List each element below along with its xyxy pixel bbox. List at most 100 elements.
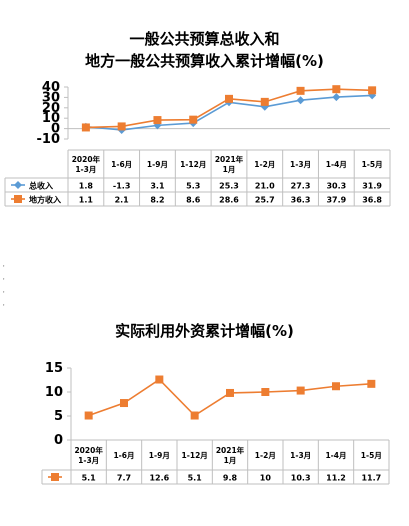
data-point: [296, 86, 305, 95]
stray-marks: ' ' ' ': [3, 262, 5, 314]
x-tick-label: 2020年: [72, 154, 101, 164]
y-tick-label: 15: [45, 361, 63, 376]
y-tick-label: 0: [51, 122, 60, 137]
data-point: [84, 411, 93, 420]
data-point: [225, 94, 233, 103]
data-point: [14, 181, 22, 189]
data-point: [120, 399, 128, 408]
data-label: 30.3: [326, 182, 346, 191]
data-point: [117, 122, 126, 131]
legend-label: 地方收入: [29, 195, 61, 205]
revenue-growth-chart: 一般公共预算总收入和 地方一般公共预算收入累计增幅(%) -10 0 10 20 30 40…: [0, 0, 409, 240]
y-tick-label: -10: [37, 132, 61, 147]
data-label: 7.7: [117, 474, 131, 483]
stray-mark: ': [3, 303, 5, 312]
data-label: 3.1: [150, 182, 165, 191]
data-label: 5.3: [186, 182, 200, 191]
legend-label: 总收入: [29, 181, 53, 191]
data-point: [226, 388, 234, 397]
series-square: [81, 85, 377, 132]
y-tick-label: 30: [42, 90, 60, 105]
data-label: 11.2: [326, 474, 346, 483]
x-tick-label: 1-6月: [111, 160, 132, 169]
x-tick-label: 1-12月: [180, 160, 206, 169]
chart-title: 实际利用外资累计增幅(%): [115, 322, 294, 340]
data-label: 36.8: [362, 196, 382, 205]
data-label: 36.3: [291, 196, 311, 205]
data-point: [261, 388, 270, 396]
data-point: [368, 86, 377, 95]
y-tick-label: 10: [45, 385, 63, 400]
x-tick-label: 2020年: [74, 445, 103, 455]
data-label: 2.1: [115, 196, 130, 205]
y-tick-label: 20: [42, 101, 60, 116]
data-label: 10.3: [291, 474, 311, 483]
x-tick-label: 1月: [224, 456, 237, 465]
x-tick-label: 1-3月: [290, 451, 311, 460]
data-point: [190, 411, 199, 420]
x-tick-label: 1-6月: [113, 451, 134, 460]
data-label: 5.1: [82, 474, 97, 483]
x-tick-label: 2021年: [215, 154, 244, 164]
data-label: 11.7: [361, 474, 381, 483]
data-label: 9.8: [223, 474, 238, 483]
data-label: 8.2: [150, 196, 164, 205]
data-label: 12.6: [149, 474, 169, 483]
data-label: 10: [260, 474, 272, 483]
data-point: [153, 116, 162, 125]
x-tick-label: 1-2月: [254, 160, 275, 169]
data-point: [260, 97, 269, 106]
y-tick-label: 0: [54, 433, 63, 448]
data-point: [332, 85, 341, 94]
x-tick-label: 1-9月: [149, 451, 170, 460]
data-label: 5.1: [188, 474, 203, 483]
stray-mark: ': [3, 264, 5, 273]
x-tick-label: 1-4月: [325, 451, 346, 460]
data-point: [367, 379, 376, 388]
data-label: 1.1: [79, 196, 94, 205]
x-tick-label: 1-9月: [147, 160, 168, 169]
data-label: 8.6: [186, 196, 201, 205]
data-label: 21.0: [255, 182, 275, 191]
data-point: [332, 93, 341, 102]
data-label: 25.3: [219, 182, 239, 191]
data-label: 37.9: [326, 196, 346, 205]
stray-mark: ': [3, 290, 5, 299]
data-point: [81, 123, 90, 132]
x-tick-label: 1-3月: [75, 165, 96, 174]
y-tick-label: 10: [42, 111, 60, 126]
data-point: [155, 375, 164, 384]
data-point: [296, 96, 305, 105]
data-point: [296, 386, 305, 395]
foreign-investment-chart: 实际利用外资累计增幅(%) 0 5 10 15 2020年 1-3月 1-6月 1-9月 1-1…: [0, 300, 409, 526]
chart-title: 一般公共预算总收入和 地方一般公共预算收入累计增幅(%): [85, 30, 324, 70]
data-label: 25.7: [255, 196, 275, 205]
x-tick-label: 1月: [223, 165, 236, 174]
x-tick-label: 2021年: [216, 445, 245, 455]
data-label: 1.8: [79, 182, 94, 191]
x-tick-label: 1-3月: [290, 160, 311, 169]
data-point: [332, 382, 340, 391]
series-square: [84, 375, 376, 420]
data-label: -1.3: [113, 182, 131, 191]
x-tick-label: 1-3月: [78, 456, 99, 465]
data-point: [189, 115, 198, 124]
data-label: 31.9: [362, 182, 382, 191]
series-line: [88, 378, 372, 417]
y-tick-label: 5: [54, 409, 63, 424]
stray-mark: ': [3, 277, 5, 286]
data-point: [51, 473, 59, 481]
x-tick-label: 1-2月: [255, 451, 276, 460]
data-label: 27.3: [291, 182, 311, 191]
x-tick-label: 1-5月: [362, 160, 383, 169]
y-tick-label: 40: [42, 80, 60, 95]
data-label: 28.6: [219, 196, 239, 205]
x-tick-label: 1-5月: [361, 451, 382, 460]
x-tick-label: 1-4月: [326, 160, 347, 169]
x-tick-label: 1-12月: [182, 451, 208, 460]
data-point: [14, 195, 22, 203]
